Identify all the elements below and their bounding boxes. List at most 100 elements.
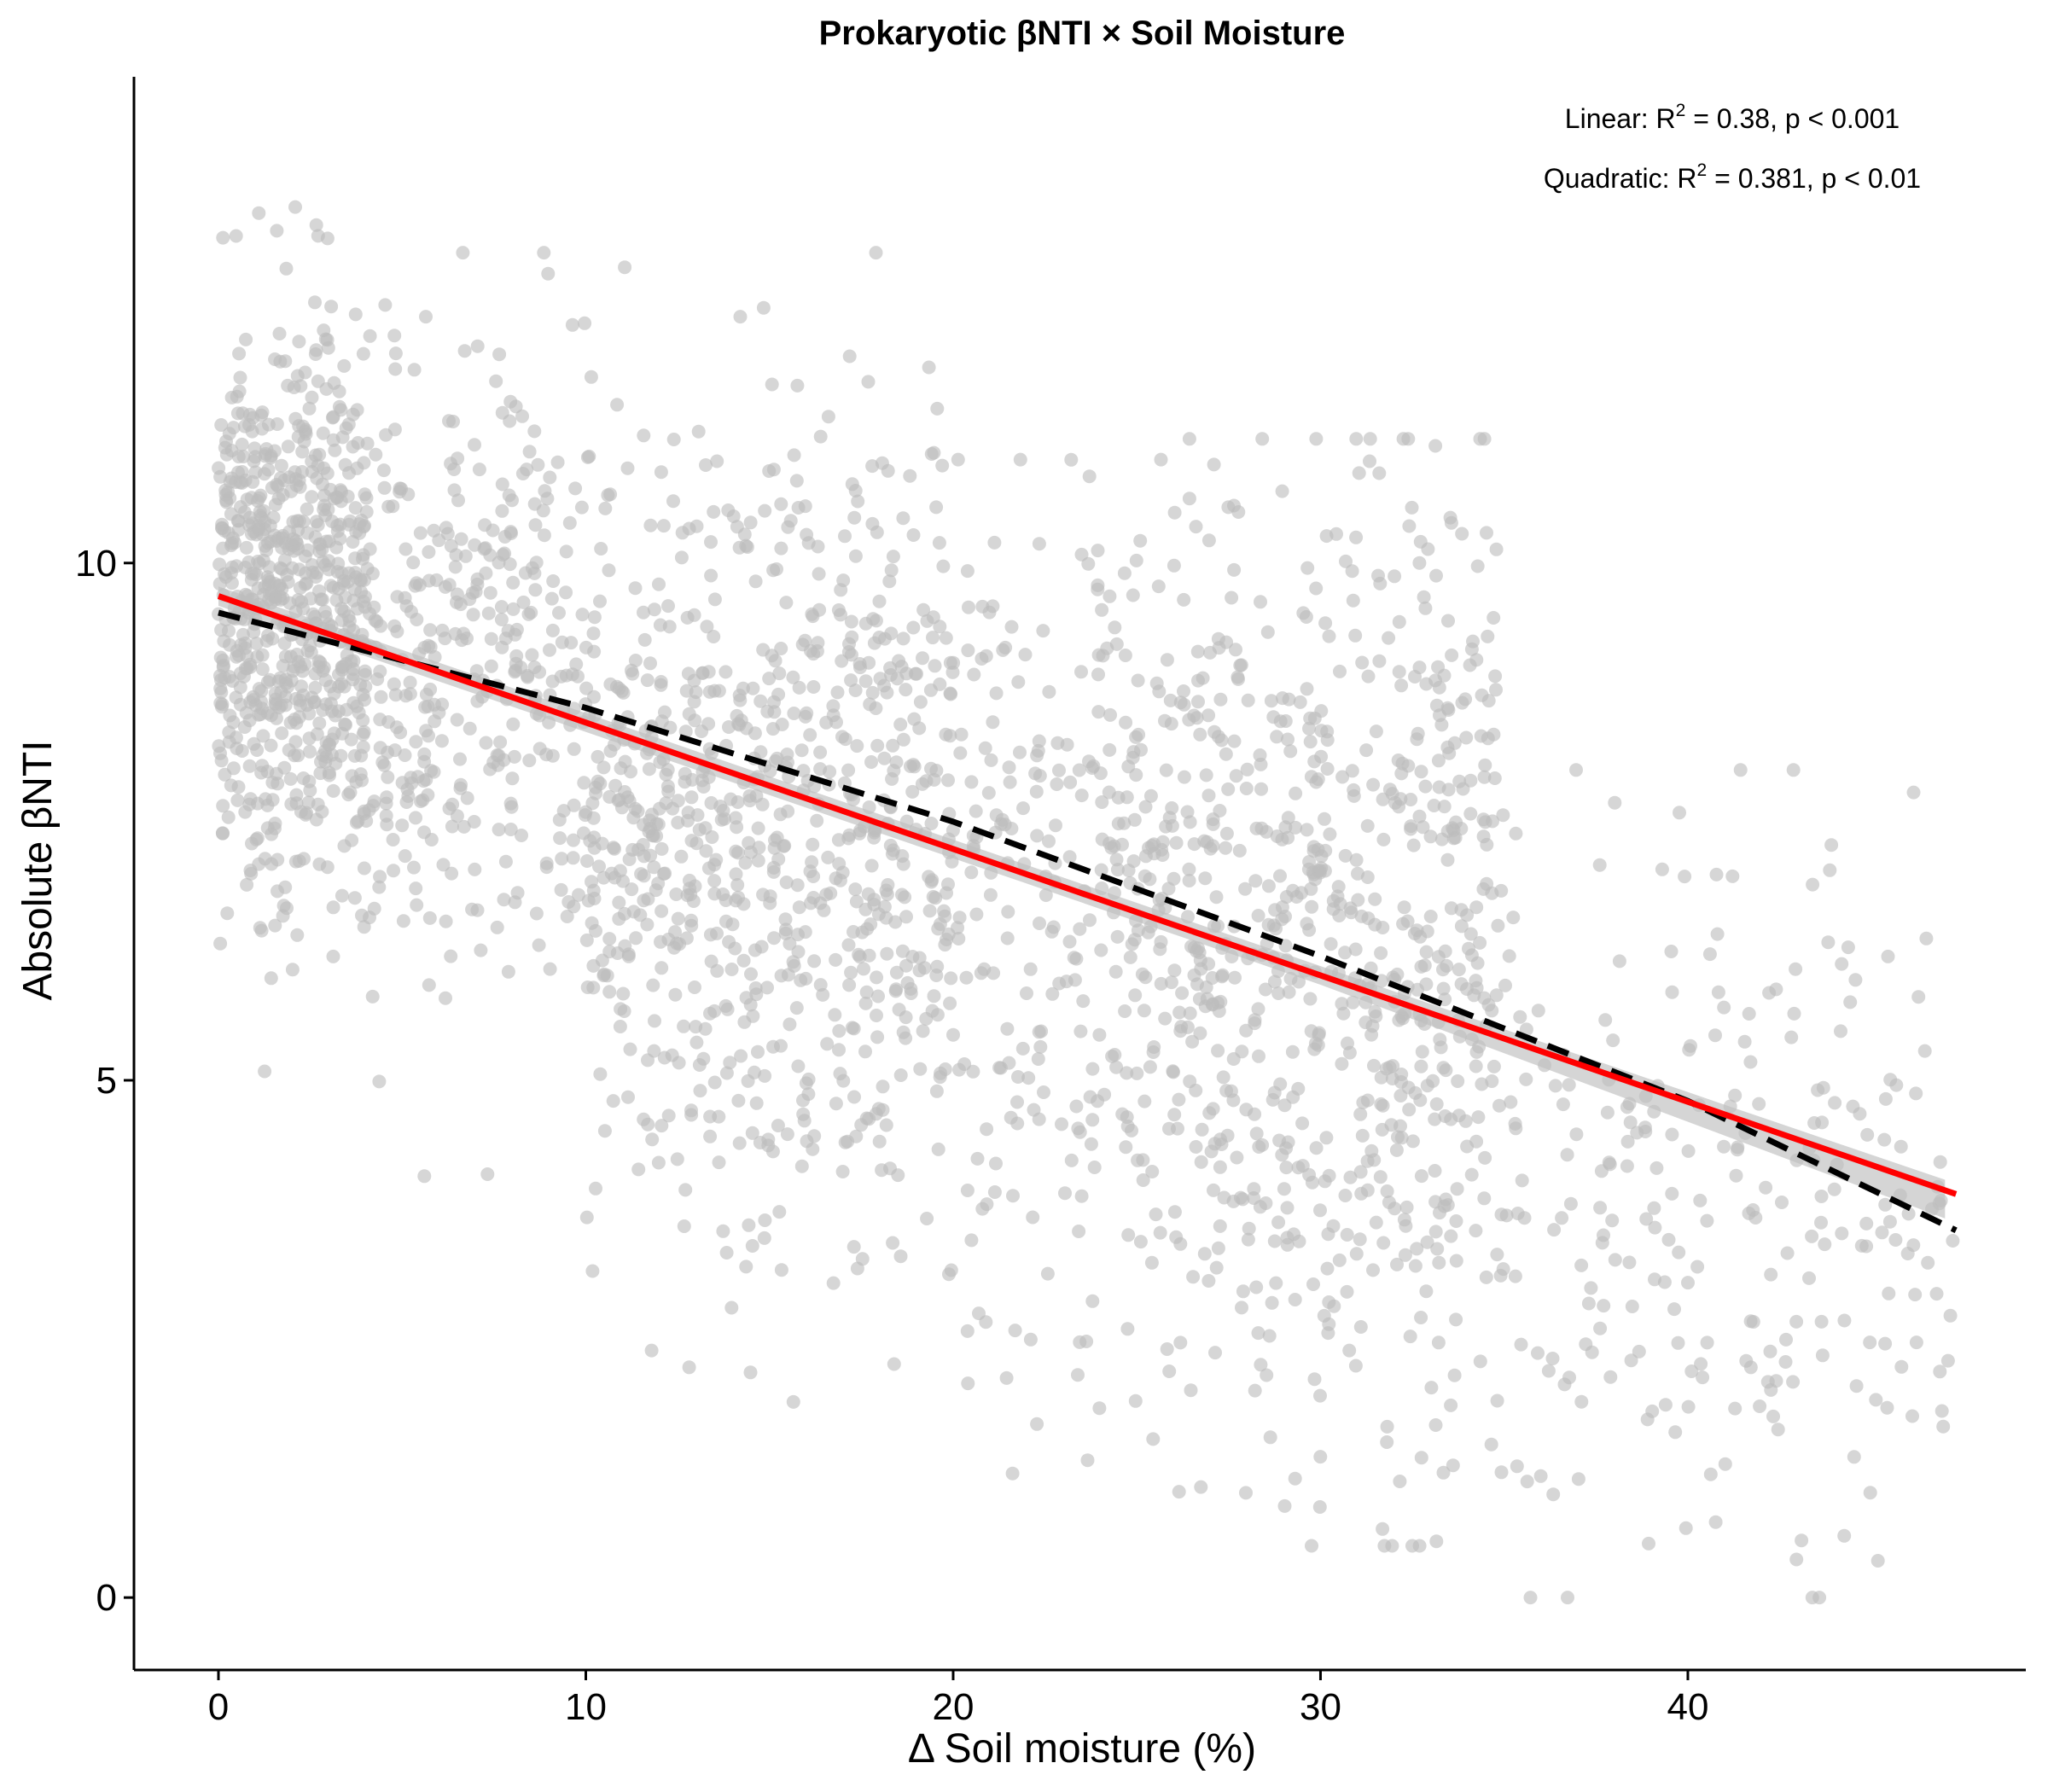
data-point [961, 643, 975, 658]
data-point [1597, 1299, 1611, 1313]
data-point [309, 218, 323, 232]
data-point [829, 1097, 843, 1111]
data-point [293, 480, 307, 494]
data-point [438, 579, 452, 594]
data-point [674, 849, 689, 864]
data-point [1452, 963, 1466, 977]
data-point [308, 295, 322, 310]
data-point [1469, 900, 1484, 915]
data-point [835, 1165, 850, 1178]
data-point [1002, 760, 1016, 775]
data-point [1167, 505, 1182, 520]
data-point [1438, 1109, 1452, 1123]
data-point [1146, 1432, 1161, 1446]
data-point [1406, 838, 1421, 852]
data-point [492, 347, 507, 362]
data-point [643, 848, 658, 863]
data-point [1084, 1137, 1098, 1151]
data-point [637, 605, 650, 620]
data-point [1338, 848, 1353, 863]
data-point [321, 503, 335, 517]
data-point [1108, 620, 1122, 635]
data-point [789, 474, 804, 488]
data-point [1681, 1276, 1695, 1290]
data-point [1581, 1296, 1596, 1311]
data-point [532, 938, 546, 952]
data-point [661, 599, 675, 614]
data-point [1513, 1009, 1527, 1024]
data-point [1563, 1196, 1578, 1211]
data-point [1376, 832, 1391, 847]
data-point [1072, 763, 1086, 777]
data-point [387, 677, 401, 691]
data-point [453, 752, 467, 766]
data-point [450, 713, 464, 727]
data-point [1437, 1199, 1452, 1213]
data-point [790, 878, 805, 893]
data-point [1318, 812, 1331, 826]
data-point [1296, 606, 1311, 620]
data-point [1032, 1025, 1046, 1039]
data-point [794, 1159, 809, 1173]
data-point [745, 1126, 759, 1140]
data-point [612, 681, 626, 695]
data-point [346, 593, 361, 608]
data-point [1309, 432, 1324, 446]
data-point [1253, 748, 1267, 762]
data-point [212, 557, 227, 572]
data-point [1091, 1094, 1105, 1108]
data-point [528, 583, 543, 597]
data-point [1248, 874, 1263, 888]
data-point [1702, 947, 1717, 962]
data-point [766, 860, 781, 875]
data-point [1469, 1059, 1483, 1073]
data-point [844, 673, 858, 688]
data-point [1062, 934, 1077, 949]
data-point [689, 1035, 704, 1050]
data-point [1390, 967, 1405, 981]
data-point [984, 753, 998, 767]
data-point [1023, 962, 1038, 976]
data-point [1108, 1048, 1122, 1062]
data-point [1376, 1521, 1390, 1536]
data-point [1531, 1346, 1545, 1360]
data-point [1417, 590, 1431, 604]
data-point [466, 608, 480, 622]
data-point [1658, 1398, 1673, 1412]
data-point [1166, 1064, 1180, 1079]
data-point [1374, 1097, 1388, 1111]
data-point [236, 450, 251, 463]
data-point [1640, 1412, 1655, 1427]
data-point [1489, 988, 1504, 1003]
data-point [864, 755, 878, 769]
data-point [765, 377, 779, 392]
data-point [1311, 772, 1325, 787]
data-point [1431, 1335, 1446, 1350]
data-point [1251, 1002, 1265, 1016]
data-point [274, 458, 288, 473]
data-point [946, 655, 961, 670]
data-point [1428, 673, 1443, 688]
data-point [545, 623, 560, 637]
data-point [1126, 745, 1141, 759]
data-point [322, 554, 336, 568]
data-point [1533, 1469, 1548, 1483]
data-point [243, 657, 258, 672]
data-point [250, 743, 265, 757]
data-point [217, 634, 231, 649]
data-point [733, 693, 748, 707]
data-point [960, 1324, 975, 1338]
data-point [1585, 1345, 1599, 1359]
data-point [239, 332, 253, 346]
data-point [1138, 849, 1153, 864]
data-point [637, 428, 651, 443]
data-point [1132, 727, 1146, 742]
data-point [1346, 593, 1360, 608]
data-point [596, 760, 611, 775]
data-point [1520, 1475, 1534, 1489]
data-point [276, 659, 290, 673]
data-point [292, 335, 306, 349]
data-point [453, 781, 468, 795]
data-point [736, 953, 751, 968]
data-point [1189, 1140, 1203, 1154]
